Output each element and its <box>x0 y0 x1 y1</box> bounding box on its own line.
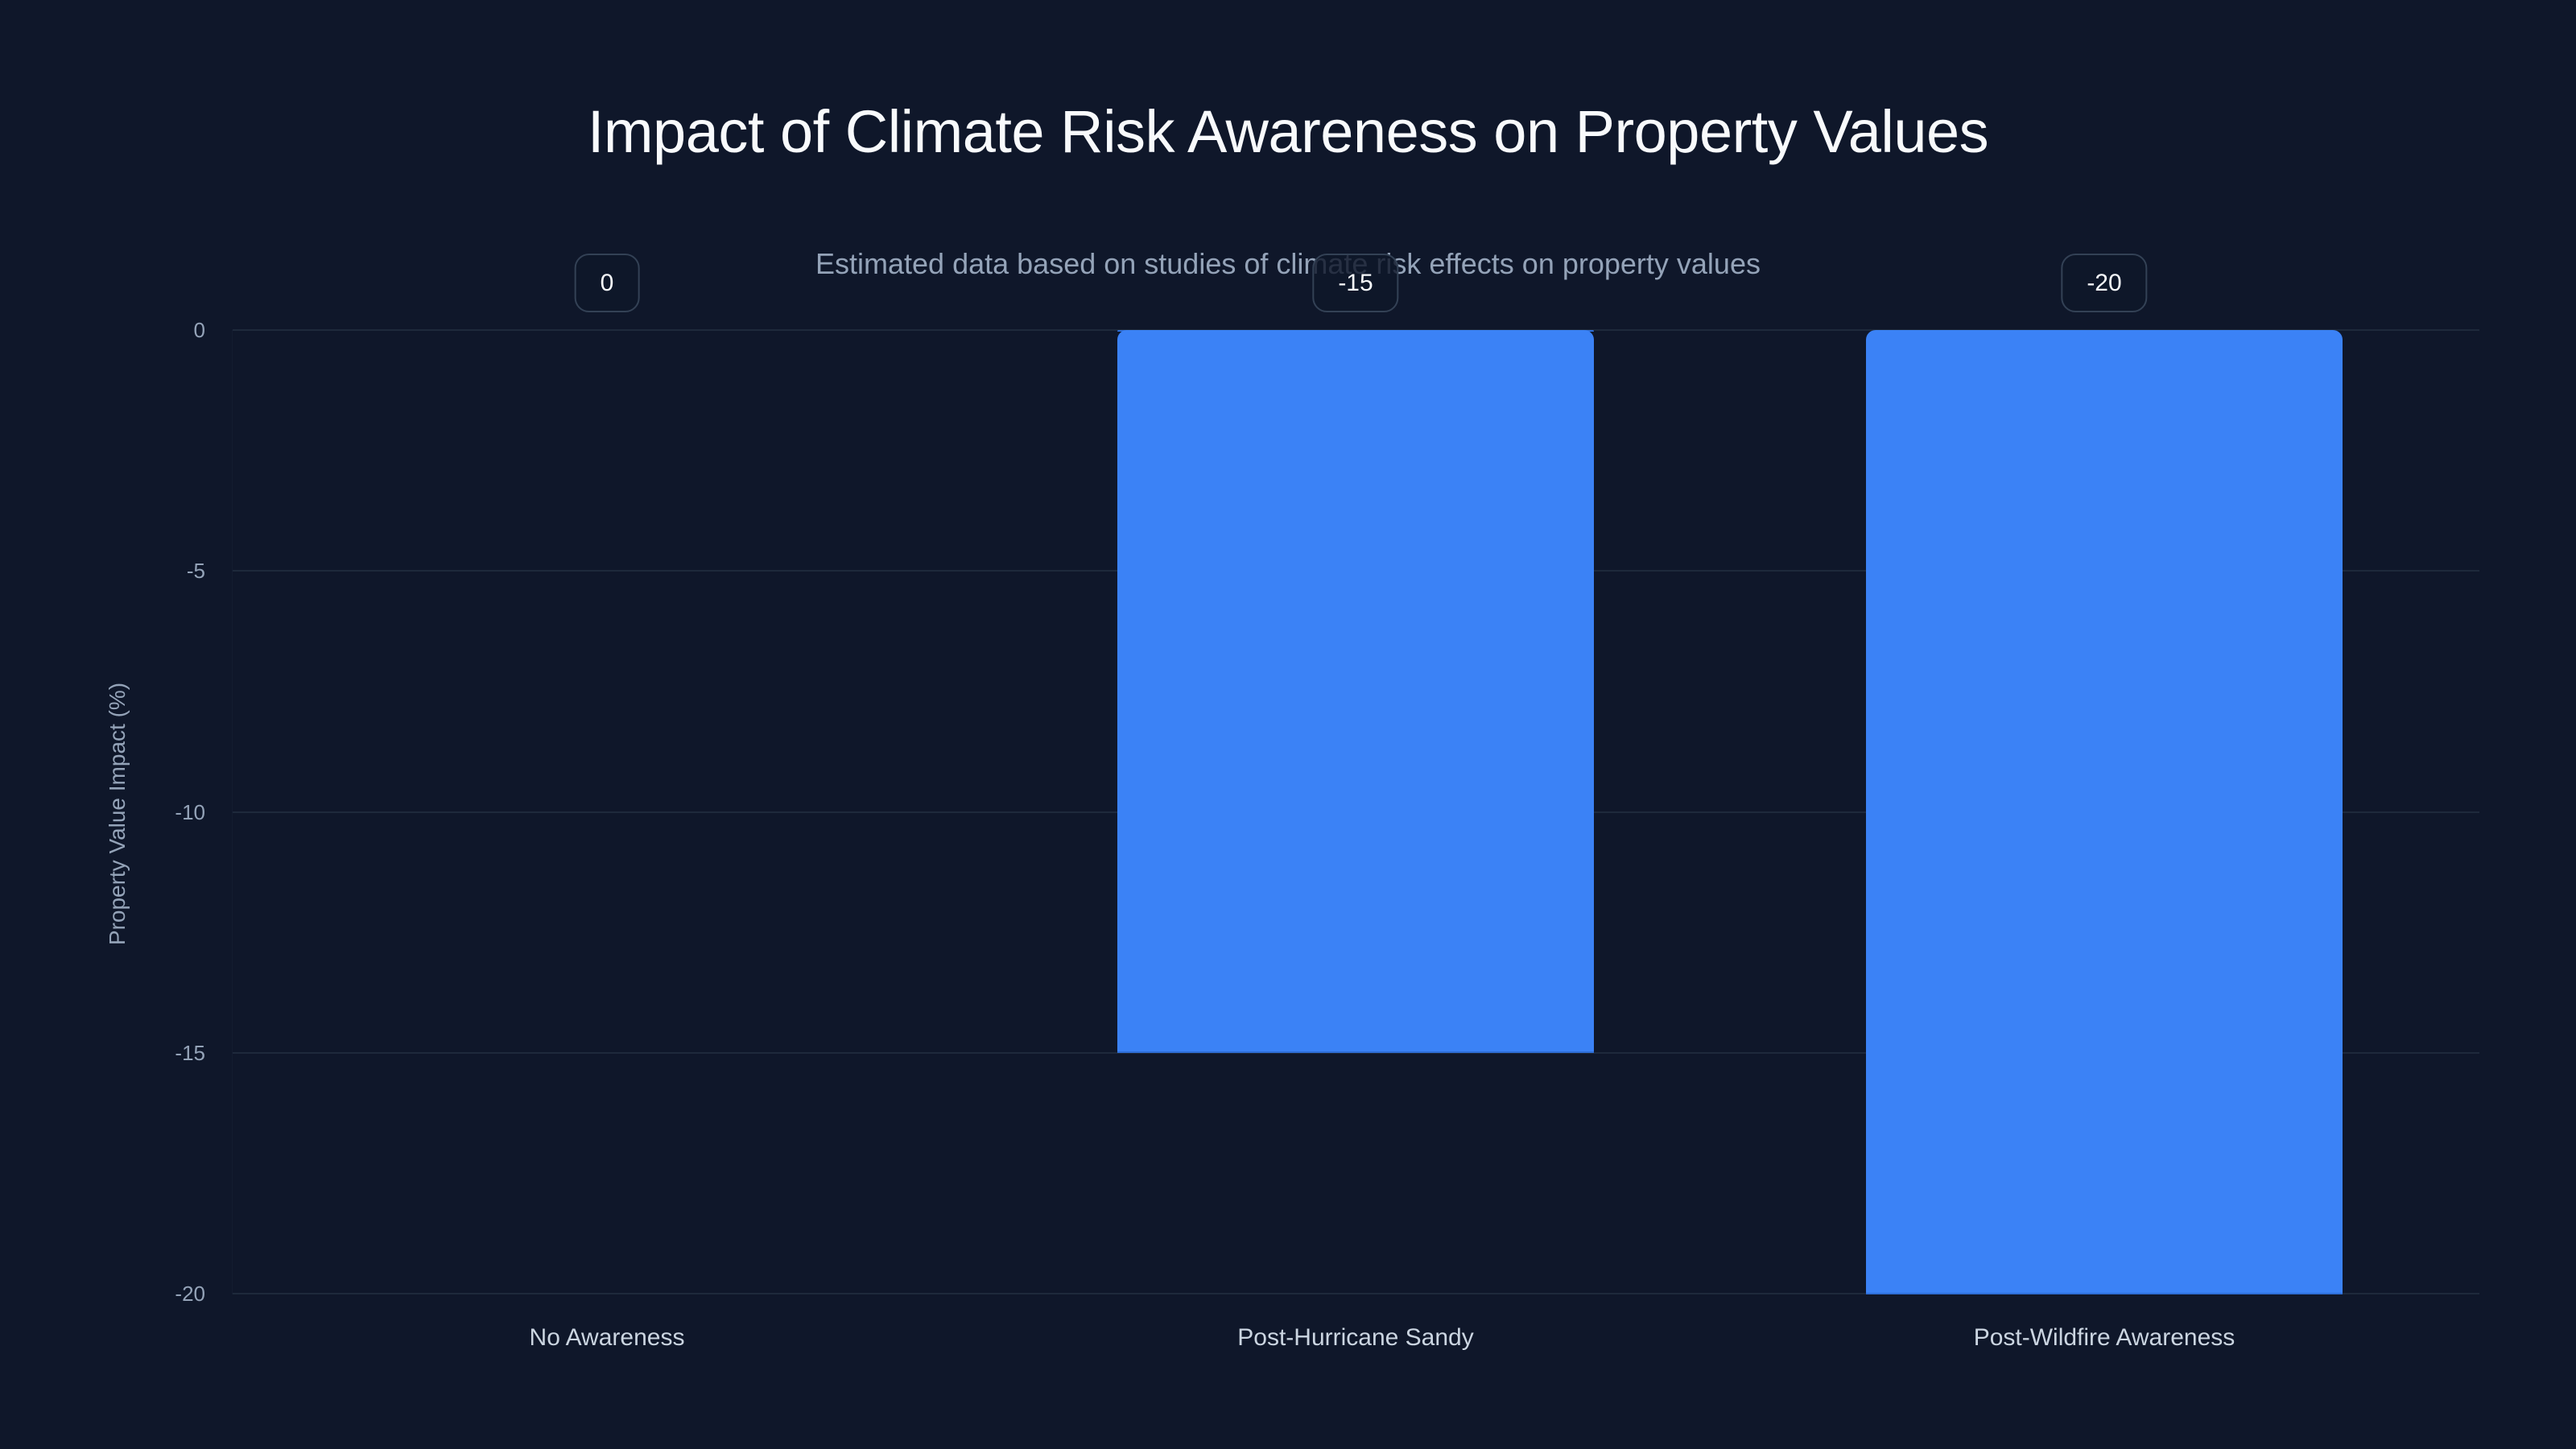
value-label-post-hurricane-sandy: -15 <box>1312 254 1399 312</box>
value-label-no-awareness: 0 <box>574 254 640 312</box>
y-tick-label: -10 <box>175 800 205 824</box>
x-category-label: No Awareness <box>529 1324 685 1351</box>
plot-area <box>233 329 2479 1294</box>
y-tick-label: -5 <box>186 559 205 583</box>
gridline <box>233 1293 2479 1294</box>
bar-post-hurricane-sandy[interactable] <box>1117 330 1594 1053</box>
y-tick-label: -15 <box>175 1041 205 1065</box>
gridline <box>233 1052 2479 1054</box>
x-category-label: Post-Hurricane Sandy <box>1237 1324 1474 1351</box>
y-axis-label: Property Value Impact (%) <box>105 682 130 946</box>
y-tick-label: -20 <box>175 1282 205 1306</box>
x-category-label: Post-Wildfire Awareness <box>1973 1324 2235 1351</box>
bar-post-wildfire-awareness[interactable] <box>1866 330 2343 1294</box>
y-axis-line <box>232 330 233 1294</box>
y-tick-label: 0 <box>193 318 205 342</box>
chart-title: Impact of Climate Risk Awareness on Prop… <box>587 98 1989 165</box>
value-label-post-wildfire-awareness: -20 <box>2061 254 2148 312</box>
chart-subtitle: Estimated data based on studies of clima… <box>815 247 1761 280</box>
